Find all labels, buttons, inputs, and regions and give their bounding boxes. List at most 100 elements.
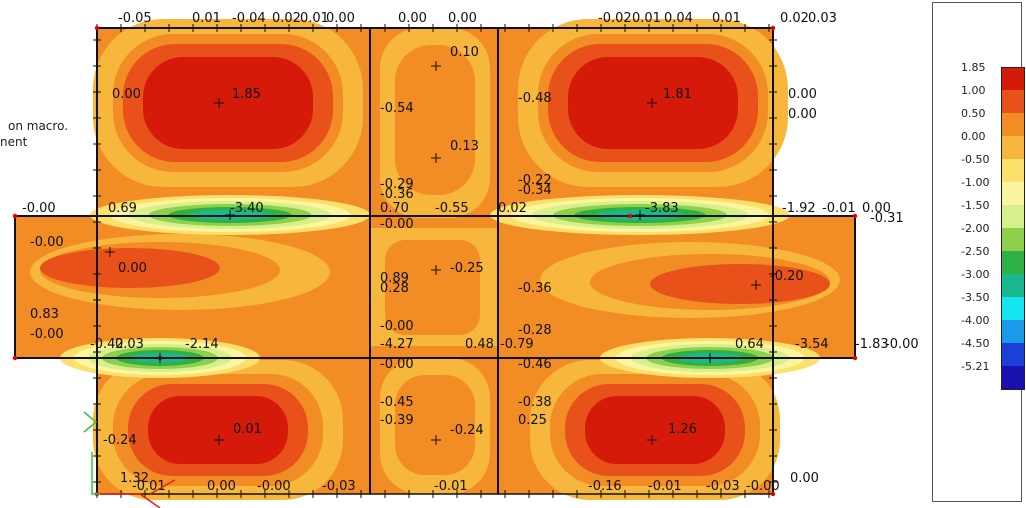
node-dot	[12, 213, 18, 219]
plus-marker	[431, 153, 441, 163]
value-label: 1.81	[663, 87, 692, 102]
legend-label: -1.50	[961, 199, 990, 212]
node-dot	[94, 25, 100, 31]
contour-high	[585, 396, 725, 464]
value-label: -0.00	[380, 319, 414, 334]
value-label: -0.39	[380, 413, 414, 428]
legend-label: -1.00	[961, 176, 990, 189]
value-label: -0.00	[380, 217, 414, 232]
value-label: -0.45	[380, 395, 414, 410]
value-label: -0.00	[885, 337, 919, 352]
node-dot	[627, 213, 633, 219]
legend-label: -3.50	[961, 291, 990, 304]
contour-band	[650, 264, 830, 304]
side-note-line1: on macro.	[8, 119, 69, 133]
legend: 1.85 1.00 0.50 0.00 -0.50 -1.00 -1.50 -2.00 -2.5…	[932, 2, 1025, 502]
legend-label: -2.50	[961, 245, 990, 258]
value-label: -0.54	[380, 101, 414, 116]
value-label: 0.00	[862, 201, 891, 216]
contour-mid	[395, 375, 475, 475]
node-dot	[12, 355, 18, 361]
plus-marker	[751, 280, 761, 290]
contour-high	[148, 396, 288, 464]
node-dot	[770, 491, 776, 497]
value-label: 0.00	[118, 261, 147, 276]
value-label: -0.05	[118, 11, 152, 26]
value-label: 0.00	[788, 107, 817, 122]
value-label: -0.36	[518, 281, 552, 296]
value-label: 0.01	[712, 11, 741, 26]
value-label: 0.83	[30, 307, 59, 322]
value-label: 1.32	[120, 471, 149, 486]
node-dot	[852, 213, 858, 219]
value-label: 0.48	[465, 337, 494, 352]
value-label: -0.29	[380, 177, 414, 192]
legend-swatch	[1001, 274, 1025, 297]
legend-swatch	[1001, 251, 1025, 274]
decoration-layer	[12, 25, 858, 508]
legend-label: 0.00	[961, 130, 986, 143]
value-label: 0.03	[808, 11, 837, 26]
contour-band	[40, 248, 220, 288]
value-label: -0.79	[500, 337, 534, 352]
contour-fill-layer	[15, 19, 855, 500]
legend-label: -2.00	[961, 222, 990, 235]
axis-marker-green	[83, 411, 98, 433]
value-label: 0.64	[735, 337, 764, 352]
axis-marker-red	[100, 479, 176, 508]
legend-swatch	[1001, 67, 1025, 91]
value-label: 0.01	[632, 11, 661, 26]
value-label: -0.02	[598, 11, 632, 26]
legend-label: -0.50	[961, 153, 990, 166]
value-label: -0.36	[380, 187, 414, 202]
value-label: 0.02	[272, 11, 301, 26]
value-label: -0.25	[450, 261, 484, 276]
plus-marker	[225, 210, 235, 220]
value-label: 0.04	[664, 11, 693, 26]
value-label: -0.20	[770, 269, 804, 284]
value-label: -0.24	[450, 423, 484, 438]
value-label: -0.00	[380, 357, 414, 372]
plus-marker	[105, 247, 115, 257]
value-label: 0.28	[380, 281, 409, 296]
plus-marker	[214, 435, 224, 445]
value-label: -2.14	[185, 337, 219, 352]
plus-marker	[431, 61, 441, 71]
plus-marker	[635, 210, 645, 220]
value-label: -0.22	[518, 173, 552, 188]
contour-plot: -0.05 0.01 -0.04 0.02 0.010.00 0.00 0.00 -0.02 0…	[0, 0, 919, 508]
value-label: -0.16	[588, 479, 622, 494]
side-note-line2: nent	[0, 135, 28, 149]
value-label: -0.34	[518, 183, 552, 198]
value-label: 0.69	[108, 201, 137, 216]
value-label: -0.00	[257, 479, 291, 494]
value-label: -0.55	[435, 201, 469, 216]
value-label: 0.00	[788, 87, 817, 102]
legend-swatch	[1001, 136, 1025, 159]
legend-swatch	[1001, 205, 1025, 228]
value-label: 0.00	[326, 11, 355, 26]
value-label: 1.26	[668, 422, 697, 437]
value-label: -3.54	[795, 337, 829, 352]
value-label: -0.38	[518, 395, 552, 410]
value-label: -0.01	[434, 479, 468, 494]
value-label: -0.28	[518, 323, 552, 338]
legend-swatch	[1001, 228, 1025, 251]
value-label: 0.89	[380, 271, 409, 286]
contour-mid	[385, 240, 480, 335]
plus-marker	[431, 265, 441, 275]
value-label: -1.92	[782, 201, 816, 216]
value-label: -1.83	[855, 337, 889, 352]
legend-swatch	[1001, 90, 1025, 113]
value-label: 0.13	[450, 139, 479, 154]
value-label: 0.00	[207, 479, 236, 494]
value-label: -0.01	[132, 479, 166, 494]
value-label-layer: -0.05 0.01 -0.04 0.02 0.010.00 0.00 0.00 -0.02 0…	[0, 0, 919, 494]
value-label: -0.03	[322, 479, 356, 494]
plus-marker	[705, 353, 715, 363]
value-label: 0.70	[380, 201, 409, 216]
value-label: -0.46	[518, 357, 552, 372]
value-label: -0.00	[22, 201, 56, 216]
plus-marker	[214, 98, 224, 108]
value-label: -0.01	[0, 0, 34, 4]
